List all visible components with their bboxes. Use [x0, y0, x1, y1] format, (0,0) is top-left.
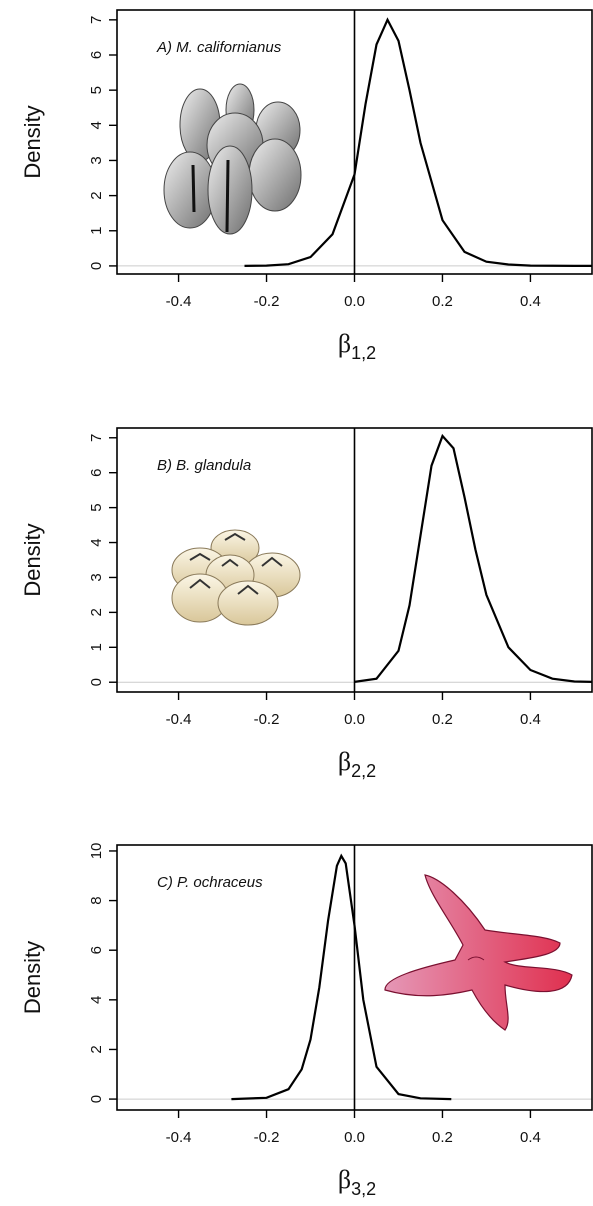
- y-tick-label: 4: [88, 996, 105, 1004]
- y-tick-label: 6: [88, 51, 105, 59]
- barnacle-icon: [171, 529, 301, 626]
- x-tick-label: -0.4: [166, 711, 192, 728]
- x-tick-label: -0.2: [254, 1129, 280, 1146]
- y-tick-label: 1: [88, 643, 105, 651]
- x-axis-subscript: 2,2: [351, 761, 376, 781]
- panel-annotation: B) B. glandula: [157, 457, 251, 474]
- y-tick-label: 5: [88, 86, 105, 94]
- x-axis-label: β2,2: [338, 747, 376, 781]
- x-axis-subscript: 3,2: [351, 1179, 376, 1199]
- y-tick-label: 1: [88, 227, 105, 235]
- x-tick-label: 0.2: [432, 1129, 453, 1146]
- x-axis-symbol: β: [338, 1165, 351, 1194]
- x-tick-label: 0.0: [344, 711, 365, 728]
- panel-annotation: C) P. ochraceus: [157, 874, 263, 891]
- y-tick-label: 0: [88, 1095, 105, 1103]
- x-tick-label: 0.4: [520, 711, 541, 728]
- x-axis-symbol: β: [338, 747, 351, 776]
- x-tick-label: -0.4: [166, 1129, 192, 1146]
- y-axis-label: Density: [20, 523, 45, 596]
- x-axis-subscript: 1,2: [351, 343, 376, 363]
- y-tick-label: 3: [88, 156, 105, 164]
- y-tick-label: 5: [88, 503, 105, 511]
- x-tick-label: 0.4: [520, 293, 541, 310]
- x-tick-label: 0.4: [520, 1129, 541, 1146]
- sea-star-icon: [384, 874, 573, 1031]
- panel: 0 1 2 3 4 5 6 7 -0.4 -0.2 0.0 0.2 0.4 Density β1,2 A) M…: [20, 9, 593, 363]
- x-axis-label: β3,2: [338, 1165, 376, 1199]
- y-tick-label: 4: [88, 538, 105, 546]
- y-tick-label: 2: [88, 1045, 105, 1053]
- y-tick-label: 4: [88, 121, 105, 129]
- x-tick-label: 0.0: [344, 1129, 365, 1146]
- x-tick-label: 0.2: [432, 711, 453, 728]
- x-tick-label: -0.2: [254, 293, 280, 310]
- y-tick-label: 0: [88, 262, 105, 270]
- x-tick-label: 0.0: [344, 293, 365, 310]
- y-axis-label: Density: [20, 105, 45, 178]
- x-tick-label: -0.4: [166, 293, 192, 310]
- y-axis-label: Density: [20, 941, 45, 1014]
- y-tick-label: 10: [88, 843, 105, 860]
- x-tick-label: -0.2: [254, 711, 280, 728]
- y-tick-label: 0: [88, 678, 105, 686]
- mussel-icon: [163, 83, 302, 235]
- density-line: [231, 853, 452, 1101]
- panel-annotation: A) M. californianus: [156, 39, 282, 56]
- panel: 0 2 4 6 8 10 -0.4 -0.2 0.0 0.2 0.4 Density β3,2 C) P.…: [20, 843, 593, 1199]
- x-axis-label: β1,2: [338, 329, 376, 363]
- y-tick-label: 7: [88, 16, 105, 24]
- y-tick-label: 3: [88, 573, 105, 581]
- panel: 0 1 2 3 4 5 6 7 -0.4 -0.2 0.0 0.2 0.4 Density β2,2 B) B…: [20, 427, 593, 781]
- density-line: [244, 17, 592, 267]
- y-tick-label: 6: [88, 946, 105, 954]
- y-tick-label: 7: [88, 434, 105, 442]
- density-line: [354, 433, 593, 683]
- y-tick-label: 6: [88, 469, 105, 477]
- y-tick-label: 2: [88, 191, 105, 199]
- y-tick-label: 2: [88, 608, 105, 616]
- y-tick-label: 8: [88, 896, 105, 904]
- x-tick-label: 0.2: [432, 293, 453, 310]
- x-axis-symbol: β: [338, 329, 351, 358]
